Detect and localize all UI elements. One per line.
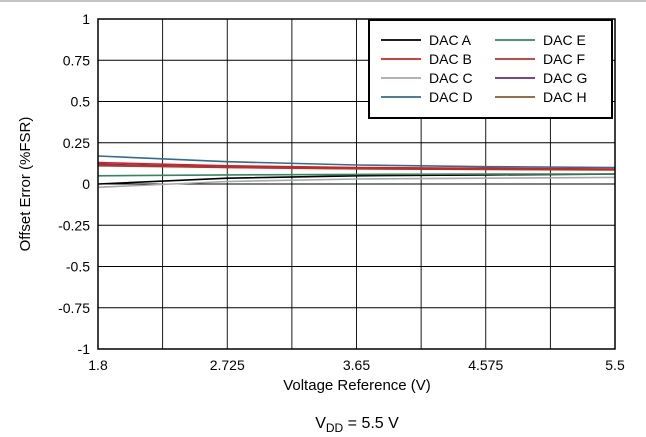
y-tick-label: -0.75 (58, 300, 90, 316)
y-tick-label: 1 (82, 11, 90, 27)
legend-label: DAC E (543, 32, 586, 48)
series-line-dac-d (97, 155, 616, 169)
y-tick-label: -1 (78, 341, 91, 357)
x-tick-labels: 1.8 2.725 3.65 4.575 5.5 (88, 357, 625, 373)
series-line-dac-e (97, 173, 615, 177)
series-line-dac-b (97, 161, 616, 170)
legend-label: DAC A (429, 32, 472, 48)
legend-label: DAC F (543, 51, 585, 67)
y-tick-label: 0.5 (71, 94, 91, 110)
caption-subscript: DD (326, 421, 344, 435)
y-tick-label: 0 (82, 176, 90, 192)
legend-label: DAC B (429, 51, 472, 67)
y-tick-label: 0.25 (63, 135, 90, 151)
y-tick-labels: 1 0.75 0.5 0.25 0 -0.25 -0.5 -0.75 -1 (58, 11, 90, 357)
y-tick-label: 0.75 (63, 52, 90, 68)
y-tick-label: -0.5 (66, 259, 90, 275)
y-tick-label: -0.25 (58, 217, 90, 233)
series-line-dac-f (97, 164, 616, 171)
legend-label: DAC D (429, 89, 473, 105)
x-tick-label: 1.8 (88, 357, 108, 373)
x-tick-label: 2.725 (210, 357, 245, 373)
x-axis-title: Voltage Reference (V) (283, 377, 431, 394)
series-lines (97, 155, 616, 189)
legend: DAC A DAC B DAC C DAC D DAC E DAC F DAC G DAC H (368, 19, 613, 119)
legend-label: DAC H (543, 89, 587, 105)
caption: VDD = 5.5 V (315, 415, 399, 435)
x-tick-label: 4.575 (468, 357, 503, 373)
legend-label: DAC G (543, 70, 587, 86)
legend-label: DAC C (429, 70, 473, 86)
y-axis-title: Offset Error (%FSR) (17, 117, 34, 252)
series-line-dac-c (97, 176, 616, 189)
x-tick-label: 3.65 (343, 357, 370, 373)
plot-frame (97, 18, 616, 350)
x-tick-label: 5.5 (605, 357, 625, 373)
caption-rest: = 5.5 V (343, 415, 399, 432)
legend-box (368, 19, 613, 119)
caption-main: V (315, 415, 326, 432)
